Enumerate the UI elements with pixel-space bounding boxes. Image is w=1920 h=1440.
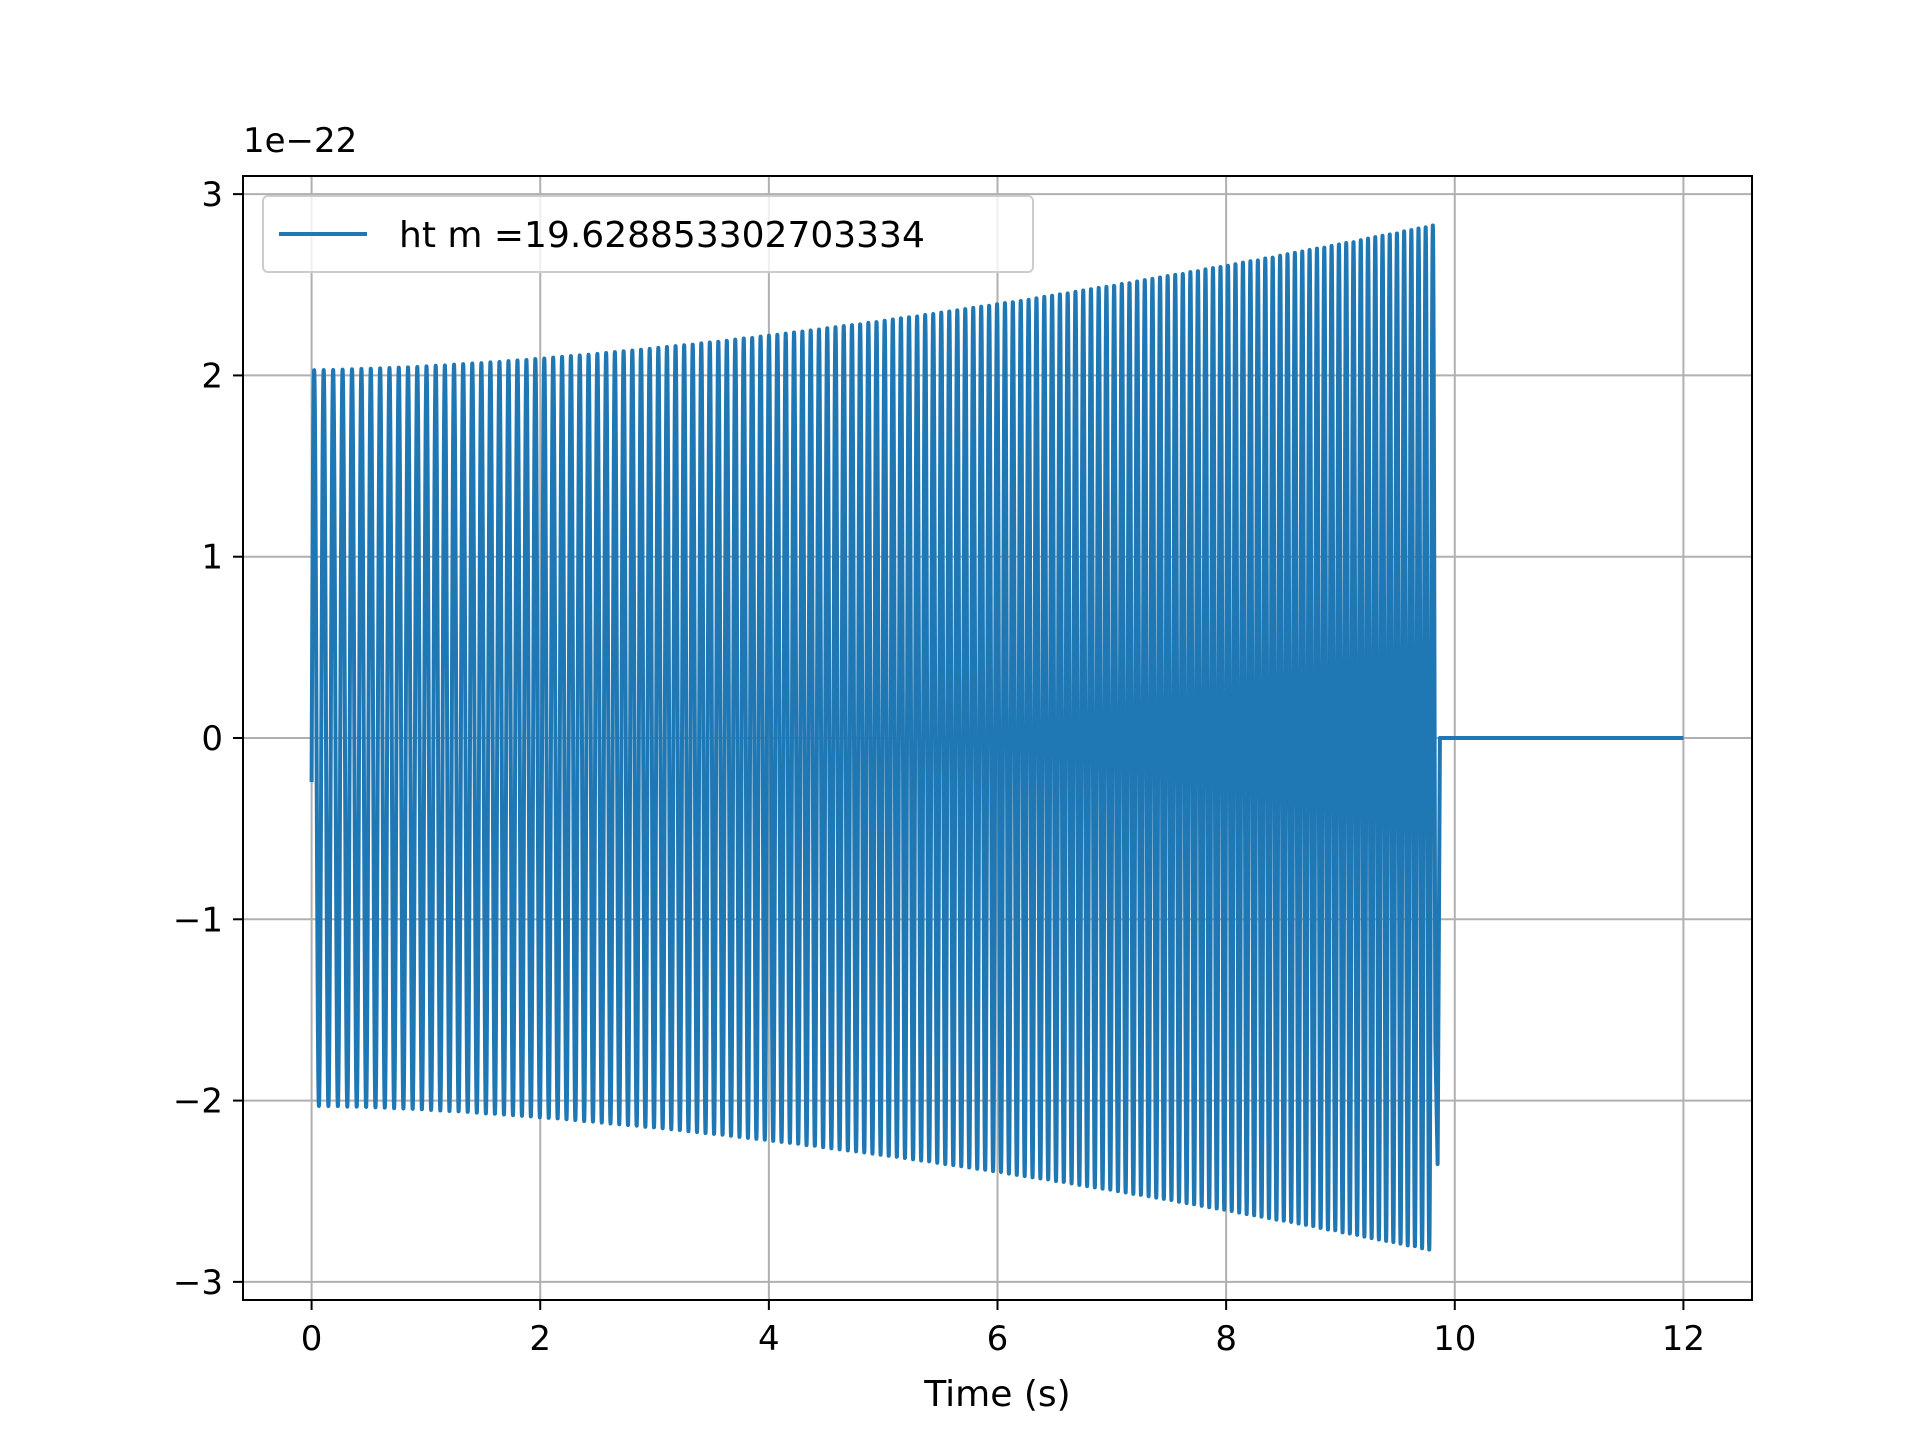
x-tick-label: 4 (758, 1319, 780, 1359)
y-tick-label: 0 (201, 719, 223, 759)
x-tick-label: 0 (301, 1319, 323, 1359)
y-tick-label: 1 (201, 538, 223, 578)
legend: ht m =19.628853302703334 (262, 195, 1034, 273)
x-tick-label: 6 (987, 1319, 1009, 1359)
x-tick-label: 2 (529, 1319, 551, 1359)
x-axis: 0 2 4 6 8 10 12 (301, 1300, 1705, 1359)
y-offset-text: 1e−22 (243, 121, 357, 161)
x-tick-label: 8 (1215, 1319, 1237, 1359)
series-layer (309, 223, 1684, 1252)
y-tick-label: −3 (173, 1263, 223, 1303)
x-axis-label: Time (s) (923, 1374, 1070, 1415)
y-tick-label: −2 (173, 1082, 223, 1122)
series-line-ht (309, 223, 1684, 1252)
y-tick-label: −1 (173, 900, 223, 940)
y-tick-label: 3 (201, 175, 223, 215)
legend-label: ht m =19.628853302703334 (399, 215, 925, 256)
x-tick-label: 10 (1433, 1319, 1476, 1359)
y-tick-label: 2 (201, 356, 223, 396)
legend-box (262, 195, 1034, 273)
x-tick-label: 12 (1662, 1319, 1705, 1359)
y-axis: −3 −2 −1 0 1 2 3 (173, 175, 243, 1303)
